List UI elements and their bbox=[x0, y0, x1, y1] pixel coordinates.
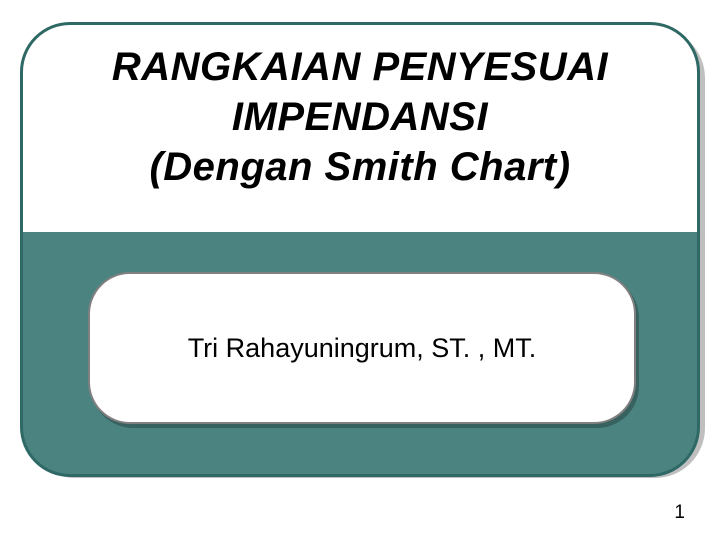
title-line-3: (Dengan Smith Chart) bbox=[40, 142, 680, 192]
page-number: 1 bbox=[674, 502, 685, 524]
title-line-1: RANGKAIAN PENYESUAI bbox=[40, 42, 680, 92]
slide-title: RANGKAIAN PENYESUAI IMPENDANSI (Dengan S… bbox=[40, 42, 680, 192]
title-line-2: IMPENDANSI bbox=[40, 92, 680, 142]
author-box: Tri Rahayuningrum, ST. , MT. bbox=[88, 272, 636, 424]
author-name: Tri Rahayuningrum, ST. , MT. bbox=[188, 333, 537, 364]
